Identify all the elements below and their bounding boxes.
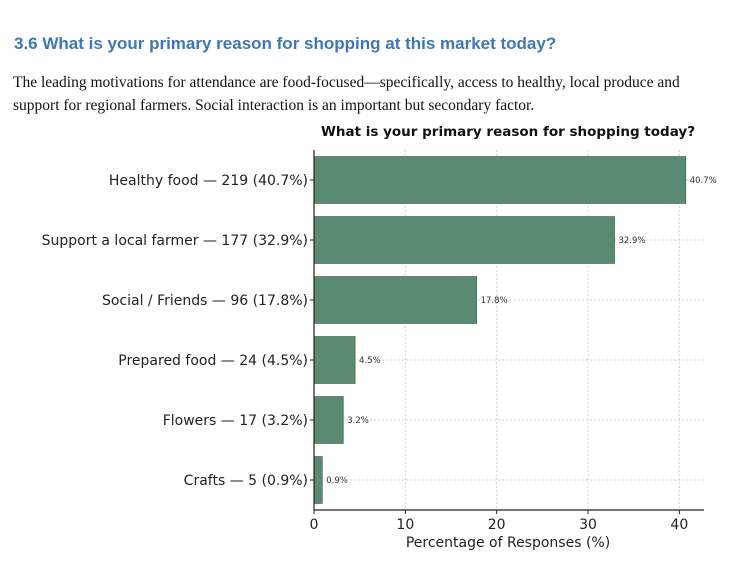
- data-label: 32.9%: [618, 236, 645, 246]
- x-axis-label: Percentage of Responses (%): [406, 535, 610, 551]
- bar: [313, 456, 323, 504]
- category-label: Crafts — 5 (0.9%): [184, 473, 308, 489]
- section-heading: 3.6 What is your primary reason for shop…: [14, 34, 557, 53]
- data-label: 3.2%: [347, 416, 369, 426]
- x-tick-label: 30: [579, 517, 597, 533]
- bar: [313, 396, 344, 444]
- category-label: Healthy food — 219 (40.7%): [109, 173, 308, 189]
- x-tick-label: 10: [396, 517, 414, 533]
- category-label: Support a local farmer — 177 (32.9%): [42, 233, 308, 249]
- bar: [313, 216, 615, 264]
- data-label: 0.9%: [326, 476, 348, 486]
- bar: [313, 276, 477, 324]
- bar: [313, 336, 356, 384]
- category-label: Social / Friends — 96 (17.8%): [102, 293, 308, 309]
- section-paragraph: The leading motivations for attendance a…: [13, 74, 680, 114]
- bar: [313, 156, 687, 204]
- grid: [313, 150, 704, 510]
- data-label: 40.7%: [690, 176, 717, 186]
- x-tick-label: 20: [488, 517, 506, 533]
- category-labels: Healthy food — 219 (40.7%) Support a loca…: [42, 173, 308, 489]
- x-tick-label: 40: [670, 517, 688, 533]
- bars: 40.7% 32.9% 17.8% 4.5% 3.2% 0.9%: [313, 156, 717, 504]
- x-tick-label: 0: [310, 517, 319, 533]
- category-label: Flowers — 17 (3.2%): [163, 413, 308, 429]
- x-axis: 0 10 20 30 40: [310, 150, 704, 533]
- data-label: 17.8%: [481, 296, 508, 306]
- data-label: 4.5%: [359, 356, 381, 366]
- category-label: Prepared food — 24 (4.5%): [118, 353, 308, 369]
- chart-title: What is your primary reason for shopping…: [321, 124, 695, 140]
